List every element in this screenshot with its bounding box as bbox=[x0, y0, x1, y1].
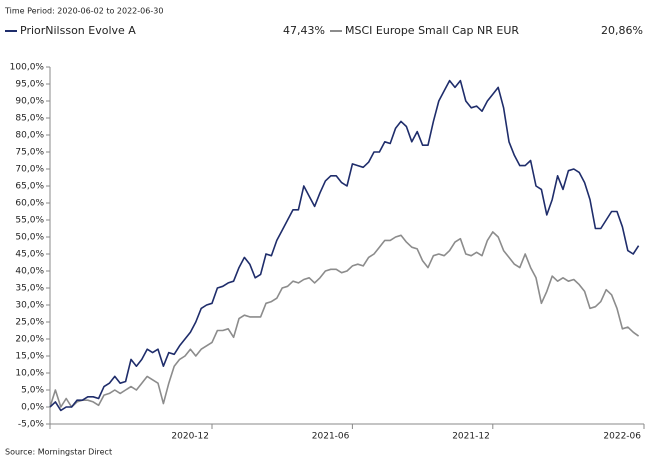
legend-value: 47,43% bbox=[283, 24, 325, 37]
y-tick-label: 30,0% bbox=[15, 301, 44, 311]
y-tick-label: 20,0% bbox=[15, 335, 44, 345]
y-tick-label: 55,0% bbox=[15, 216, 44, 226]
series-line bbox=[49, 79, 640, 412]
y-tick-label: 35,0% bbox=[15, 284, 44, 294]
source: Source: Morningstar Direct bbox=[5, 448, 112, 457]
y-tick-label: 40,0% bbox=[15, 267, 44, 277]
y-tick-label: 60,0% bbox=[15, 199, 44, 209]
y-tick-label: 10,0% bbox=[15, 369, 44, 379]
y-tick-label: 75,0% bbox=[15, 148, 44, 158]
y-tick-label: 70,0% bbox=[15, 165, 44, 175]
x-tick-label: 2021-12 bbox=[452, 432, 490, 442]
subtitle: Time Period: 2020-06-02 to 2022-06-30 bbox=[4, 7, 163, 16]
legend-label: PriorNilsson Evolve A bbox=[20, 24, 136, 37]
y-tick-label: 90,0% bbox=[15, 97, 44, 107]
y-tick-label: 0,0% bbox=[21, 403, 44, 413]
y-tick-label: 65,0% bbox=[15, 182, 44, 192]
y-tick-label: 85,0% bbox=[15, 114, 44, 124]
y-tick-label: 45,0% bbox=[15, 250, 44, 260]
y-tick-label: 50,0% bbox=[15, 233, 44, 243]
y-tick-label: 15,0% bbox=[15, 352, 44, 362]
series-line bbox=[49, 231, 640, 408]
x-tick-label: 2021-06 bbox=[312, 432, 350, 442]
y-tick-label: 25,0% bbox=[15, 318, 44, 328]
x-tick-label: 2022-06 bbox=[603, 432, 641, 442]
y-tick-label: 100,0% bbox=[10, 63, 45, 73]
legend-label: MSCI Europe Small Cap NR EUR bbox=[345, 24, 519, 37]
y-tick-label: 5,0% bbox=[21, 386, 44, 396]
legend-value: 20,86% bbox=[601, 24, 643, 37]
y-tick-label: 80,0% bbox=[15, 131, 44, 141]
y-tick-label: -5,0% bbox=[18, 420, 45, 430]
y-tick-label: 95,0% bbox=[15, 80, 44, 90]
x-tick-label: 2020-12 bbox=[171, 432, 209, 442]
